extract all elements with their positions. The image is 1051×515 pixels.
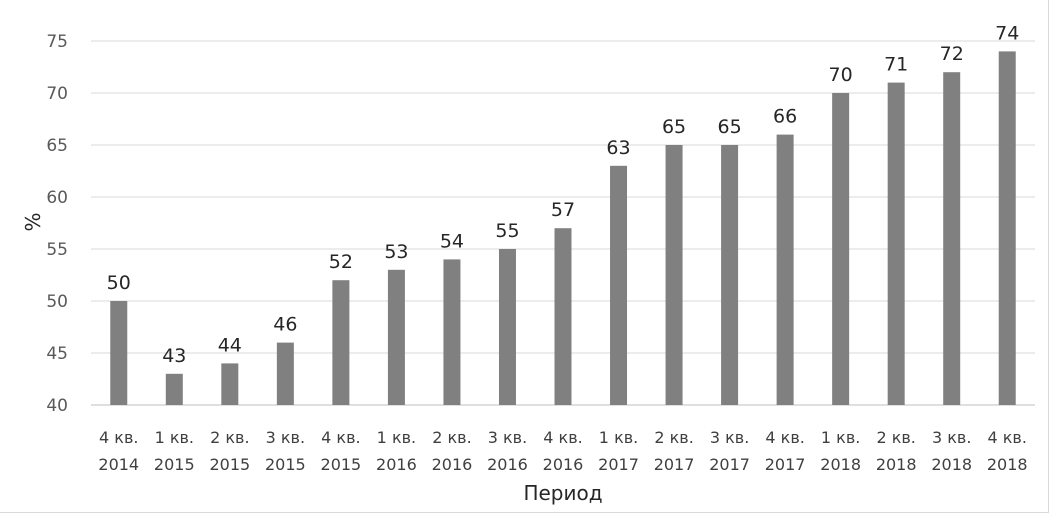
x-category-label-year: 2015	[265, 455, 306, 474]
bars	[110, 51, 1016, 406]
data-label: 63	[606, 137, 630, 159]
x-category-label-quarter: 1 кв.	[821, 428, 860, 447]
bar	[221, 363, 239, 405]
x-category-label-year: 2017	[598, 455, 639, 474]
y-tick-label: 70	[46, 84, 68, 104]
data-label: 70	[829, 64, 853, 86]
data-label: 52	[329, 251, 353, 273]
x-category-label-quarter: 2 кв.	[654, 428, 693, 447]
x-category-label-quarter: 1 кв.	[155, 428, 194, 447]
x-category-label-quarter: 1 кв.	[599, 428, 638, 447]
data-label: 71	[884, 54, 908, 76]
y-tick-label: 75	[46, 32, 68, 52]
x-category-label-year: 2016	[543, 455, 584, 474]
y-tick-label: 50	[46, 292, 68, 312]
x-category-label-quarter: 4 кв.	[99, 428, 138, 447]
bar	[887, 82, 905, 405]
x-category-label-quarter: 2 кв.	[210, 428, 249, 447]
y-tick-label: 45	[46, 344, 68, 364]
x-category-label-quarter: 2 кв.	[876, 428, 915, 447]
x-category-label-year: 2016	[432, 455, 473, 474]
bar	[610, 165, 628, 405]
bar	[776, 134, 794, 405]
data-label: 72	[940, 43, 964, 65]
y-axis-title: %	[21, 212, 45, 231]
bar	[276, 342, 294, 405]
bar	[832, 93, 850, 405]
bar	[387, 269, 405, 405]
x-category-label-year: 2017	[765, 455, 806, 474]
data-label: 44	[218, 334, 242, 356]
x-category-label-quarter: 4 кв.	[988, 428, 1027, 447]
x-axis-title: Период	[523, 481, 602, 505]
bar	[165, 373, 183, 405]
x-category-label-quarter: 2 кв.	[432, 428, 471, 447]
x-category-label-year: 2015	[154, 455, 195, 474]
x-category-label-year: 2016	[376, 455, 417, 474]
x-category-label-year: 2018	[876, 455, 917, 474]
bar	[443, 259, 461, 405]
bar	[665, 145, 683, 405]
x-category-label-year: 2018	[987, 455, 1028, 474]
x-category-label-year: 2014	[98, 455, 139, 474]
y-tick-label: 40	[46, 396, 68, 416]
data-label: 74	[995, 22, 1019, 44]
x-axis-category-labels: 4 кв. 2014 1 кв. 2015 2 кв. 2015 3 кв. 2015 4 кв…	[98, 428, 1027, 474]
bar	[998, 51, 1016, 406]
y-tick-label: 60	[46, 188, 68, 208]
data-label: 55	[495, 220, 519, 242]
x-category-label-quarter: 4 кв.	[543, 428, 582, 447]
y-tick-label: 55	[46, 240, 68, 260]
x-category-label-year: 2015	[209, 455, 250, 474]
data-label: 66	[773, 106, 797, 128]
x-category-label-quarter: 4 кв.	[321, 428, 360, 447]
x-category-label-year: 2017	[654, 455, 695, 474]
y-tick-label: 65	[46, 136, 68, 156]
data-label: 50	[107, 272, 131, 294]
x-category-label-quarter: 3 кв.	[266, 428, 305, 447]
x-category-label-year: 2018	[931, 455, 972, 474]
y-axis-tick-labels: 40 45 50 55 60 65 70 75	[46, 32, 68, 416]
data-label: 57	[551, 199, 575, 221]
bar	[332, 280, 350, 405]
data-label: 43	[162, 345, 186, 367]
x-category-label-year: 2017	[709, 455, 750, 474]
x-category-label-year: 2016	[487, 455, 528, 474]
x-category-label-year: 2015	[321, 455, 362, 474]
data-label: 54	[440, 230, 464, 252]
x-category-label-year: 2018	[820, 455, 861, 474]
x-category-label-quarter: 3 кв.	[488, 428, 527, 447]
data-label: 46	[273, 314, 297, 336]
bar	[554, 228, 572, 405]
bar	[943, 72, 961, 405]
bar	[498, 249, 516, 405]
x-category-label-quarter: 3 кв.	[932, 428, 971, 447]
data-label: 53	[384, 241, 408, 263]
bar	[721, 145, 739, 405]
x-category-label-quarter: 3 кв.	[710, 428, 749, 447]
x-category-label-quarter: 1 кв.	[377, 428, 416, 447]
data-label: 65	[662, 116, 686, 138]
bar	[110, 301, 128, 405]
data-labels: 50 43 44 46 52 53 54 55 57 63 65 65 66 70 71 72 74	[107, 22, 1020, 366]
data-label: 65	[717, 116, 741, 138]
x-category-label-quarter: 4 кв.	[765, 428, 804, 447]
